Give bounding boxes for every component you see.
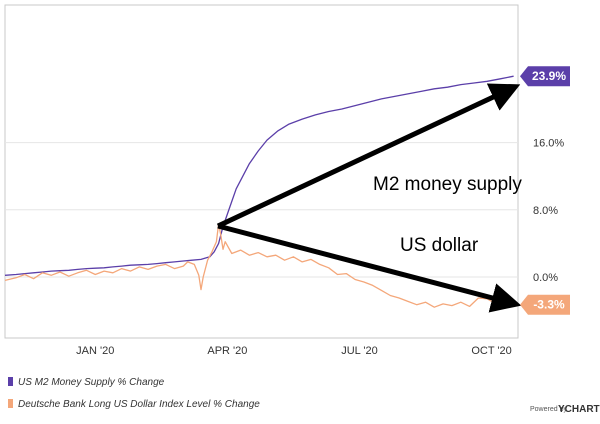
arrow-m2: [216, 83, 521, 229]
credit-powered-by: Powered by: [530, 406, 567, 413]
y-tick-label: 8.0%: [533, 205, 558, 217]
annotation-m2: M2 money supply: [373, 174, 522, 195]
x-tick-label: OCT '20: [471, 345, 511, 357]
credit: Powered by YCHARTS: [530, 404, 600, 415]
plot-frame: [4, 4, 519, 339]
x-tick-label: APR '20: [207, 345, 247, 357]
end-badge-label-0: 23.9%: [532, 69, 566, 83]
x-axis: JAN '20 APR '20 JUL '20 OCT '20: [76, 345, 512, 357]
y-tick-label: 16.0%: [533, 138, 564, 150]
grid: [5, 142, 518, 278]
series-line-1: [4, 223, 514, 309]
arrow-usd: [217, 223, 522, 313]
y-tick-label: 0.0%: [533, 272, 558, 284]
end-value-badges: 23.9% -3.3%: [520, 66, 570, 315]
x-tick-label: JAN '20: [76, 345, 114, 357]
end-badge-1: [520, 294, 570, 315]
end-badge-0: [520, 66, 570, 87]
y-axis: 0.0% 8.0% 16.0%: [533, 138, 564, 284]
legend: US M2 Money Supply % Change Deutsche Ban…: [8, 377, 260, 410]
legend-swatch-m2: [8, 377, 13, 386]
credit-brand: YCHARTS: [558, 404, 600, 415]
end-badge-label-1: -3.3%: [533, 298, 565, 312]
annotation-usd: US dollar: [400, 235, 479, 256]
x-tick-label: JUL '20: [341, 345, 378, 357]
legend-label-m2: US M2 Money Supply % Change: [18, 377, 165, 388]
legend-label-usd: Deutsche Bank Long US Dollar Index Level…: [18, 399, 260, 410]
legend-swatch-usd: [8, 399, 13, 408]
